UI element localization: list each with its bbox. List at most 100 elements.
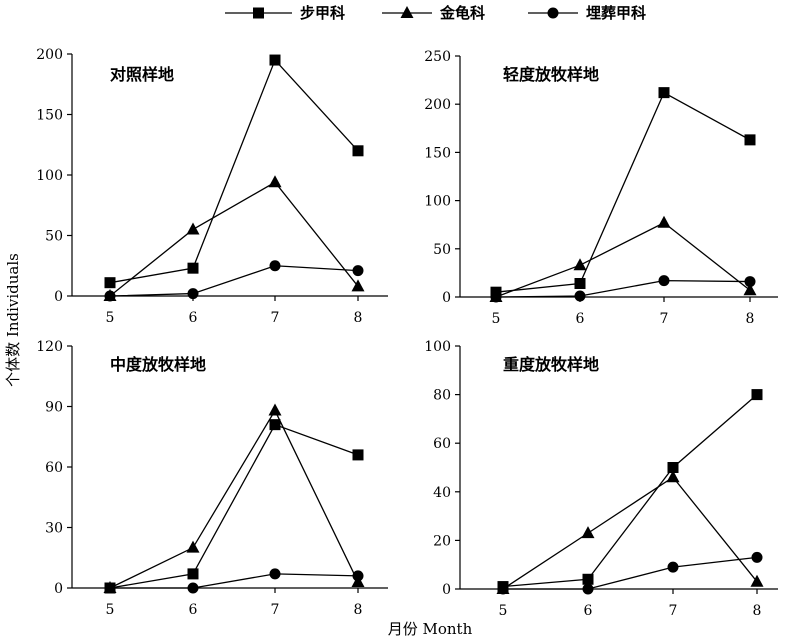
legend: 步甲科 金龟科 埋葬甲科: [225, 4, 646, 22]
x-tick-label: 6: [189, 310, 198, 326]
data-point-circle: [187, 288, 199, 300]
data-point-triangle: [186, 222, 200, 235]
legend-entry-label: 金龟科: [439, 4, 485, 22]
y-tick-label: 80: [433, 388, 451, 404]
data-point-square: [744, 134, 756, 146]
y-tick-label: 30: [45, 521, 63, 537]
data-point-triangle: [750, 574, 764, 587]
data-point-square: [187, 262, 199, 274]
y-axis-label: 个体数 Individuals: [4, 253, 22, 387]
y-tick-label: 150: [424, 145, 451, 161]
y-tick-label: 100: [424, 339, 451, 355]
data-point-circle: [744, 276, 756, 288]
y-tick-label: 0: [442, 290, 451, 306]
y-tick-label: 50: [45, 229, 63, 245]
data-point-square: [352, 449, 364, 461]
y-tick-label: 0: [442, 582, 451, 598]
y-tick-label: 90: [45, 400, 63, 416]
data-point-circle: [352, 265, 364, 277]
data-point-circle: [751, 551, 763, 563]
data-point-circle: [658, 275, 670, 287]
data-point-circle: [187, 582, 199, 594]
y-tick-label: 20: [433, 533, 451, 549]
panel-title: 轻度放牧样地: [503, 65, 599, 84]
x-tick-label: 5: [492, 311, 501, 327]
data-point-triangle: [743, 283, 757, 296]
x-tick-label: 5: [499, 603, 508, 619]
x-tick-label: 5: [106, 602, 115, 618]
series-line-triangle: [109, 181, 359, 297]
y-tick-label: 200: [36, 47, 63, 63]
legend-marker-triangle: [400, 6, 414, 18]
x-tick-label: 6: [576, 311, 585, 327]
series-line-circle: [110, 573, 359, 589]
x-tick-label: 5: [106, 310, 115, 326]
data-point-triangle: [666, 470, 680, 483]
y-tick-label: 200: [424, 97, 451, 113]
data-point-square: [352, 145, 364, 157]
legend-entry-label: 埋葬甲科: [586, 4, 646, 22]
data-point-circle: [104, 582, 116, 594]
y-tick-label: 150: [36, 108, 63, 124]
data-point-square: [582, 573, 594, 585]
y-tick-label: 50: [433, 242, 451, 258]
x-tick-label: 8: [753, 603, 762, 619]
data-point-triangle: [268, 403, 282, 416]
x-tick-label: 8: [354, 310, 363, 326]
x-tick-label: 8: [354, 602, 363, 618]
series-line-triangle: [495, 222, 751, 298]
data-point-triangle: [573, 258, 587, 271]
panel-title: 对照样地: [110, 65, 174, 84]
legend-marker-square: [253, 7, 264, 19]
data-point-circle: [490, 291, 502, 303]
data-point-circle: [269, 568, 281, 580]
y-tick-label: 0: [54, 581, 63, 597]
data-point-triangle: [657, 215, 671, 228]
x-tick-label: 6: [584, 603, 593, 619]
series-line-circle: [503, 556, 758, 590]
data-point-square: [751, 389, 763, 401]
y-tick-label: 100: [424, 194, 451, 210]
data-point-square: [667, 462, 679, 473]
data-point-triangle: [581, 526, 595, 539]
series-line-triangle: [502, 476, 758, 590]
data-point-triangle: [351, 279, 365, 292]
y-tick-label: 40: [433, 485, 451, 501]
x-tick-label: 6: [189, 602, 198, 618]
y-tick-label: 60: [433, 436, 451, 452]
data-point-square: [104, 277, 116, 289]
series-line-square: [495, 91, 751, 293]
x-tick-label: 7: [660, 311, 669, 327]
data-point-circle: [104, 290, 116, 302]
data-point-circle: [582, 583, 594, 595]
chart-panel: 0 30 60 90 120 5 6 7 8 中度放牧样地: [36, 339, 388, 618]
data-point-circle: [574, 290, 586, 302]
series-line-square: [502, 394, 758, 588]
y-tick-label: 120: [36, 339, 63, 355]
x-tick-label: 8: [746, 311, 755, 327]
panel-title: 中度放牧样地: [110, 355, 206, 374]
data-point-square: [658, 87, 670, 99]
chart-panel: 0 50 100 150 200 250 5 6 7 8 轻度放牧样地: [424, 49, 778, 327]
series-line-circle: [495, 279, 751, 298]
series-line-square: [109, 423, 359, 589]
panel-title: 重度放牧样地: [503, 355, 599, 374]
data-point-triangle: [186, 540, 200, 553]
data-point-circle: [352, 570, 364, 582]
legend-entry-label: 步甲科: [300, 4, 345, 22]
y-tick-label: 250: [424, 49, 451, 65]
data-point-triangle: [268, 175, 282, 188]
chart-panel: 0 50 100 150 200 5 6 7 8 对照样地: [36, 47, 388, 326]
x-tick-label: 7: [271, 602, 280, 618]
data-point-square: [269, 54, 281, 66]
series-line-circle: [109, 265, 359, 297]
series-line-square: [109, 58, 359, 284]
y-tick-label: 0: [54, 289, 63, 305]
data-point-circle: [497, 583, 509, 595]
data-point-square: [187, 568, 199, 580]
data-point-circle: [269, 260, 281, 272]
y-tick-label: 60: [45, 460, 63, 476]
y-tick-label: 100: [36, 168, 63, 184]
